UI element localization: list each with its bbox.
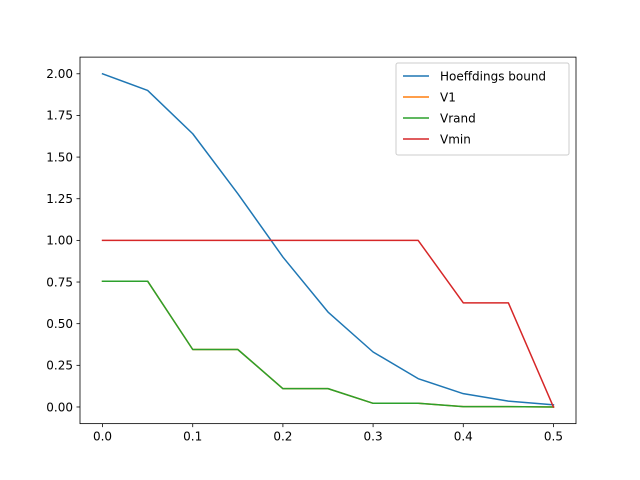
- y-tick-label: 2.00: [46, 67, 73, 81]
- series-layer: [101, 72, 555, 408]
- y-tick-label: 0.75: [46, 275, 73, 289]
- legend-label-v1: V1: [440, 90, 456, 104]
- y-tick-label: 1.00: [46, 234, 73, 248]
- legend: Hoeffdings bound V1 Vrand Vmin: [395, 62, 570, 156]
- x-axis: 0.0 0.1 0.2 0.3 0.4 0.5: [93, 423, 563, 444]
- legend-label-hoeffdings-bound: Hoeffdings bound: [440, 69, 546, 83]
- x-tick-label: 0.3: [364, 430, 383, 444]
- series-line-vmin: [101, 239, 555, 408]
- y-tick-label: 0.00: [46, 400, 73, 414]
- x-tick-label: 0.2: [273, 430, 292, 444]
- y-axis: 0.00 0.25 0.50 0.75 1.00 1.25 1.50 1.75 2.00: [46, 67, 80, 414]
- y-tick-label: 1.75: [46, 109, 73, 123]
- y-tick-label: 0.25: [46, 359, 73, 373]
- series-line-vrand: [101, 280, 555, 408]
- legend-box: [395, 62, 570, 156]
- y-tick-label: 1.25: [46, 192, 73, 206]
- legend-label-vrand: Vrand: [440, 111, 476, 125]
- x-tick-label: 0.1: [183, 430, 202, 444]
- x-tick-label: 0.0: [93, 430, 112, 444]
- y-tick-label: 0.50: [46, 317, 73, 331]
- x-tick-label: 0.5: [544, 430, 563, 444]
- x-tick-label: 0.4: [454, 430, 473, 444]
- y-tick-label: 1.50: [46, 150, 73, 164]
- series-line-hoeffdings-bound: [101, 72, 555, 406]
- legend-label-vmin: Vmin: [440, 132, 471, 146]
